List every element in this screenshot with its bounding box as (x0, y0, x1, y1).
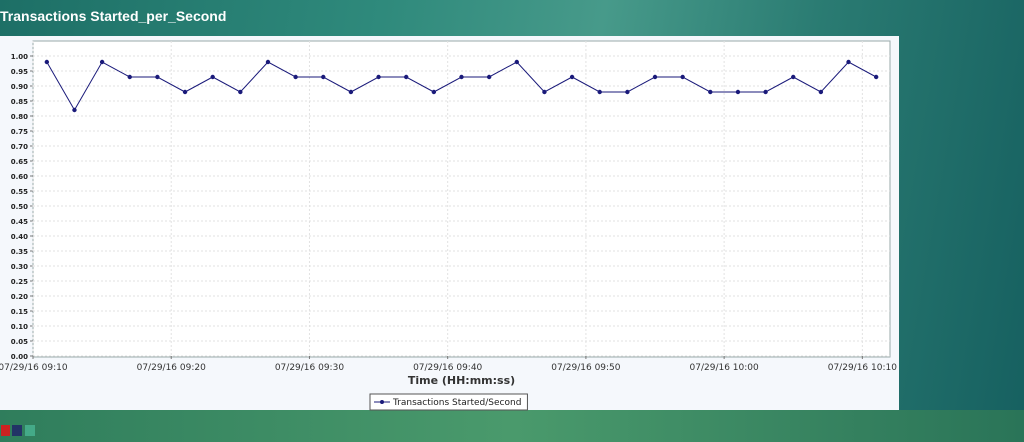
y-tick-label: 0.20 (11, 293, 28, 301)
y-tick-label: 0.40 (11, 233, 28, 241)
x-axis-label: Time (HH:mm:ss) (408, 374, 515, 387)
data-point (44, 59, 50, 65)
y-tick-label: 0.70 (11, 143, 28, 151)
taskbar (0, 410, 1024, 442)
y-tick-label: 0.95 (11, 68, 28, 76)
data-point (238, 89, 243, 95)
data-point (735, 89, 741, 95)
data-point (321, 74, 326, 80)
data-point (708, 89, 713, 95)
data-point (846, 59, 851, 65)
data-point (293, 74, 298, 80)
data-point (431, 89, 437, 95)
y-tick-label: 0.25 (11, 278, 28, 286)
x-tick-label: 07/29/16 09:40 (413, 363, 482, 373)
y-tick-label: 0.15 (11, 308, 28, 316)
data-point (652, 74, 658, 80)
y-tick-label: 0.85 (11, 98, 28, 106)
data-point (873, 74, 879, 80)
icon (1, 425, 10, 436)
data-point (127, 74, 132, 80)
y-tick-label: 0.60 (11, 173, 28, 181)
x-tick-label: 07/29/16 09:30 (275, 363, 344, 373)
y-tick-label: 0.35 (11, 248, 28, 256)
y-tick-label: 0.45 (11, 218, 28, 226)
y-tick-label: 1.00 (11, 53, 28, 61)
legend-label: Transactions Started/Second (392, 398, 521, 408)
icon (25, 425, 35, 436)
data-point (597, 89, 602, 95)
data-point (486, 74, 492, 80)
data-point (791, 74, 796, 80)
data-point (99, 59, 105, 65)
data-point (155, 74, 160, 80)
y-tick-label: 0.30 (11, 263, 28, 271)
y-tick-label: 0.55 (11, 188, 28, 196)
data-point (459, 74, 464, 80)
plot-area (32, 40, 891, 358)
data-point (680, 74, 685, 80)
x-tick-label: 07/29/16 09:20 (137, 363, 206, 373)
legend-box (369, 393, 528, 411)
y-tick-label: 0.75 (11, 128, 28, 136)
data-point (72, 107, 77, 113)
data-point (210, 74, 215, 80)
data-point (569, 74, 575, 80)
y-tick-label: 0.50 (11, 203, 28, 211)
data-point (514, 59, 519, 65)
data-point (763, 89, 768, 95)
data-point (625, 89, 630, 95)
data-point (265, 59, 271, 65)
x-tick-label: 07/29/16 10:00 (690, 363, 759, 373)
icon (12, 425, 22, 436)
y-tick-label: 0.90 (11, 83, 28, 91)
x-tick-label: 07/29/16 09:10 (0, 363, 68, 373)
y-tick-label: 0.05 (11, 338, 28, 346)
data-point (348, 89, 354, 95)
taskbar-icons (1, 425, 35, 436)
data-point (404, 74, 409, 80)
x-tick-label: 07/29/16 10:10 (828, 363, 897, 373)
data-point (542, 89, 547, 95)
x-tick-label: 07/29/16 09:50 (551, 363, 620, 373)
legend-marker (380, 400, 384, 404)
page-title: Transactions Started_per_Second (0, 8, 227, 24)
legend: Transactions Started/Second (369, 393, 528, 411)
y-tick-label: 0.80 (11, 113, 28, 121)
data-point (182, 89, 188, 95)
y-tick-label: 0.10 (11, 323, 28, 331)
y-tick-label: 0.65 (11, 158, 28, 166)
data-point (818, 89, 824, 95)
data-point (376, 74, 381, 80)
y-tick-label: 0.00 (11, 353, 28, 361)
